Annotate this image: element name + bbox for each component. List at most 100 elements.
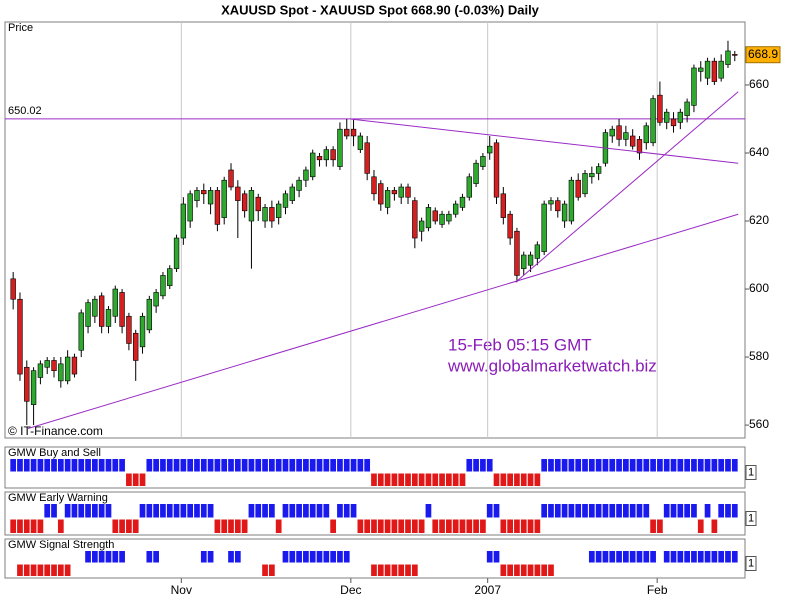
signal-block bbox=[214, 519, 221, 533]
signal-block bbox=[330, 551, 336, 563]
signal-block bbox=[146, 551, 153, 563]
signal-block bbox=[194, 459, 200, 472]
signal-block bbox=[602, 504, 609, 518]
candle-body bbox=[371, 176, 377, 195]
signal-block bbox=[432, 519, 439, 533]
candle-body bbox=[310, 152, 316, 178]
signal-block bbox=[371, 564, 377, 576]
signal-block bbox=[153, 459, 159, 472]
horizontal-line-label: 650.02 bbox=[8, 105, 42, 117]
signal-block bbox=[377, 564, 384, 576]
signal-block bbox=[623, 551, 629, 563]
signal-block bbox=[384, 564, 391, 576]
signal-block bbox=[357, 519, 364, 533]
signal-block bbox=[119, 551, 125, 563]
candle-body bbox=[44, 360, 50, 368]
signal-block bbox=[10, 519, 17, 533]
signal-block bbox=[398, 519, 405, 533]
signal-block bbox=[316, 551, 323, 563]
signal-block bbox=[30, 459, 37, 472]
candle-body bbox=[262, 207, 268, 222]
signal-block bbox=[616, 504, 622, 518]
signal-block bbox=[51, 564, 57, 576]
indicator-title: GMW Buy and Sell bbox=[8, 447, 101, 459]
x-tick-label: Dec bbox=[340, 583, 361, 597]
signal-block bbox=[486, 551, 493, 563]
signal-block bbox=[105, 459, 112, 472]
signal-block bbox=[173, 504, 180, 518]
signal-block bbox=[98, 504, 105, 518]
signal-block bbox=[248, 459, 255, 472]
candle-body bbox=[684, 101, 690, 116]
signal-block bbox=[541, 564, 548, 576]
signal-block bbox=[64, 504, 71, 518]
signal-block bbox=[643, 504, 650, 518]
candle-body bbox=[425, 207, 432, 229]
candle-body bbox=[507, 213, 513, 239]
candle-body bbox=[133, 332, 139, 361]
candle-body bbox=[636, 139, 643, 154]
signal-block bbox=[269, 504, 275, 518]
signal-block bbox=[629, 504, 636, 518]
signal-block bbox=[37, 459, 44, 472]
candle-body bbox=[548, 200, 554, 205]
candle-body bbox=[643, 125, 649, 144]
signal-block bbox=[534, 564, 541, 576]
signal-block bbox=[704, 504, 711, 518]
signal-block bbox=[629, 551, 636, 563]
signal-block bbox=[582, 504, 588, 518]
candle-body bbox=[575, 179, 581, 198]
signal-block bbox=[282, 551, 289, 563]
candle-body bbox=[623, 132, 629, 140]
signal-block bbox=[398, 473, 405, 486]
signal-block bbox=[411, 519, 418, 533]
candle-body bbox=[418, 220, 425, 232]
candle-body bbox=[180, 203, 187, 239]
candle-body bbox=[119, 292, 125, 327]
candle-body bbox=[459, 196, 466, 208]
signal-block bbox=[85, 551, 91, 563]
signal-block bbox=[98, 459, 105, 472]
signal-block bbox=[71, 504, 78, 518]
signal-block bbox=[241, 459, 248, 472]
signal-block bbox=[663, 551, 670, 563]
candle-body bbox=[527, 254, 534, 266]
signal-block bbox=[643, 551, 650, 563]
signal-block bbox=[248, 504, 255, 518]
candle-body bbox=[17, 298, 23, 375]
candle-body bbox=[201, 190, 207, 195]
candle-body bbox=[187, 193, 193, 222]
y-tick-label: 660 bbox=[749, 77, 769, 91]
signal-block bbox=[514, 473, 520, 486]
candle-body bbox=[112, 288, 118, 317]
signal-block bbox=[411, 564, 418, 576]
signal-block bbox=[439, 519, 445, 533]
signal-block bbox=[316, 504, 323, 518]
signal-block bbox=[132, 519, 139, 533]
candle-body bbox=[487, 145, 493, 154]
indicator-title: GMW Signal Strength bbox=[8, 539, 114, 551]
signal-block bbox=[207, 504, 214, 518]
signal-block bbox=[384, 519, 391, 533]
candle-body bbox=[439, 213, 445, 225]
candle-body bbox=[167, 268, 173, 286]
signal-block bbox=[602, 459, 609, 472]
signal-block bbox=[568, 504, 575, 518]
signal-block bbox=[255, 504, 262, 518]
indicator-tick-box bbox=[745, 556, 757, 571]
signal-block bbox=[180, 504, 187, 518]
candle-body bbox=[452, 203, 459, 215]
y-tick-label: 600 bbox=[749, 281, 769, 295]
signal-block bbox=[588, 551, 595, 563]
candle-body bbox=[664, 111, 670, 123]
signal-block bbox=[296, 551, 302, 563]
signal-block bbox=[364, 459, 371, 472]
signal-block bbox=[398, 564, 405, 576]
signal-block bbox=[343, 551, 350, 563]
signal-block bbox=[139, 504, 146, 518]
signal-block bbox=[119, 459, 125, 472]
signal-block bbox=[691, 551, 697, 563]
signal-block bbox=[153, 504, 159, 518]
signal-block bbox=[493, 504, 500, 518]
